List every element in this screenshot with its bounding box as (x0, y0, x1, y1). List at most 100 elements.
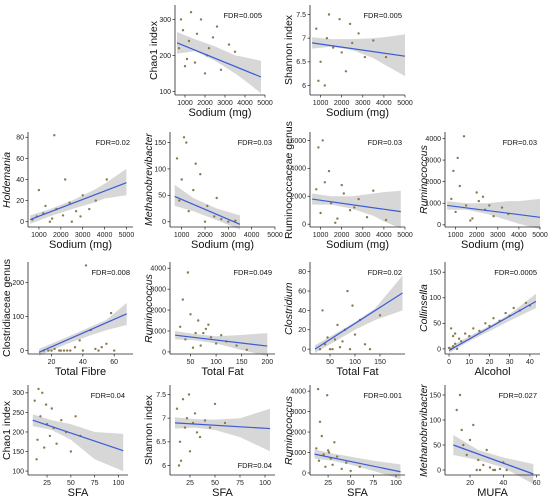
data-point (207, 323, 210, 326)
data-point (477, 458, 480, 462)
x-tick-label: 4000 (376, 232, 392, 239)
data-point (179, 459, 183, 462)
y-tick-label: 100 (154, 166, 166, 173)
y-tick-label: 7.5 (156, 392, 166, 399)
y-tick-label: 0 (302, 470, 306, 477)
y-tick-label: 2000 (290, 429, 306, 436)
data-point (319, 211, 322, 215)
data-point (189, 313, 192, 316)
regression-line (174, 422, 271, 430)
data-point (327, 451, 331, 454)
plot-area: 0 20 40 60 80 50 100 150 (298, 262, 405, 366)
data-point (460, 428, 463, 432)
data-point (184, 338, 187, 341)
data-point (452, 169, 455, 173)
data-point (195, 32, 199, 35)
fdr-annotation: FDR=0.001 (363, 391, 402, 400)
y-tick-label: 2000 (290, 194, 306, 201)
plot-area: 0 100 200 20 40 60 (12, 262, 133, 366)
data-point (454, 210, 457, 214)
data-point (341, 340, 344, 343)
data-point (498, 467, 502, 471)
x-tick-label: 50 (187, 359, 195, 366)
data-point (59, 349, 63, 352)
x-tick-label: 3000 (75, 232, 91, 239)
data-point (335, 455, 339, 458)
y-tick-label: 7.5 (296, 12, 306, 19)
data-point (334, 221, 337, 224)
data-point (464, 332, 467, 335)
scatter-panel-8: 0 1000 2000 3000 4000 50 100 150 200 FDR=0.049 Tot… (143, 262, 275, 378)
x-tick-label: 25 (186, 480, 194, 487)
regression-line (176, 42, 262, 78)
y-tick-label: 1000 (425, 201, 441, 208)
data-point (492, 317, 495, 320)
data-point (348, 348, 352, 351)
data-point (178, 199, 181, 202)
data-point (185, 417, 189, 420)
data-point (53, 134, 56, 137)
x-tick-label: 5000 (397, 232, 413, 239)
data-point (351, 304, 354, 307)
y-tick-label: 1000 (290, 450, 306, 457)
x-tick-label: 1000 (177, 100, 193, 107)
data-point (55, 442, 58, 445)
x-tick-label: 5000 (397, 100, 413, 107)
scatter-panel-11: 100 150 200 250 300 25 50 75 100 FDR=0.04 SFA Chao1… (1, 385, 128, 499)
fdr-annotation: FDR=0.03 (502, 138, 537, 147)
data-point (318, 420, 322, 423)
data-point (94, 347, 97, 351)
data-point (39, 415, 42, 418)
data-point (194, 331, 197, 335)
data-point (327, 13, 331, 16)
data-point (208, 426, 212, 429)
scatter-panel-1: 100 200 300 1000 2000 3000 4000 5000 FDR=0.005 So… (148, 5, 273, 119)
data-point (363, 55, 367, 59)
data-point (317, 79, 320, 83)
y-tick-label: 0 (437, 222, 441, 229)
data-point (340, 51, 343, 54)
data-point (203, 220, 207, 223)
y-tick-label: 40 (16, 177, 24, 184)
regression-line (38, 313, 127, 353)
data-point (213, 215, 216, 218)
y-tick-label: 300 (159, 17, 171, 24)
regression-line (312, 198, 401, 213)
data-point (322, 453, 325, 456)
x-tick-label: 1000 (448, 232, 464, 239)
data-point (192, 188, 195, 192)
data-point (81, 194, 84, 197)
plot-area: 0 1000 2000 3000 4000 1000 2000 3000 4000 5000 (425, 132, 548, 239)
plot-area: 0 50 100 150 0 10 20 30 40 (429, 262, 540, 366)
data-point (195, 431, 199, 434)
y-axis-title: Chao1 index (1, 400, 13, 460)
data-point (460, 340, 463, 343)
data-point (203, 72, 207, 75)
y-tick-label: 300 (12, 390, 24, 397)
plot-area: 100 200 300 1000 2000 3000 4000 5000 (159, 5, 273, 107)
regression-line (174, 195, 241, 225)
data-point (345, 461, 348, 464)
plot-area: 0 50 100 150 20 40 60 (429, 385, 541, 487)
confidence-band (174, 184, 240, 230)
data-point (220, 334, 223, 337)
y-axis-title: Clostridiaceae genus (1, 258, 13, 357)
scatter-panel-9: 0 20 40 60 80 50 100 150 FDR=0.02 Total Fat Clostr… (283, 262, 405, 378)
data-point (368, 348, 372, 351)
data-point (183, 65, 187, 68)
y-tick-label: 4000 (290, 389, 306, 396)
data-point (69, 349, 72, 352)
data-point (336, 217, 339, 220)
y-tick-label: 2000 (150, 307, 166, 314)
data-point (384, 218, 388, 222)
fdr-annotation: FDR=0.005 (223, 11, 262, 20)
y-tick-label: 3000 (290, 409, 306, 416)
data-point (317, 146, 320, 149)
scatter-panel-5: 0 2000 4000 6000 1000 2000 3000 4000 5000 FDR=0.0… (283, 121, 413, 251)
y-tick-label: 100 (12, 468, 24, 475)
data-point (458, 184, 461, 188)
data-point (199, 173, 202, 176)
data-point (447, 346, 451, 350)
data-point (468, 334, 471, 338)
confidence-band (39, 302, 127, 356)
